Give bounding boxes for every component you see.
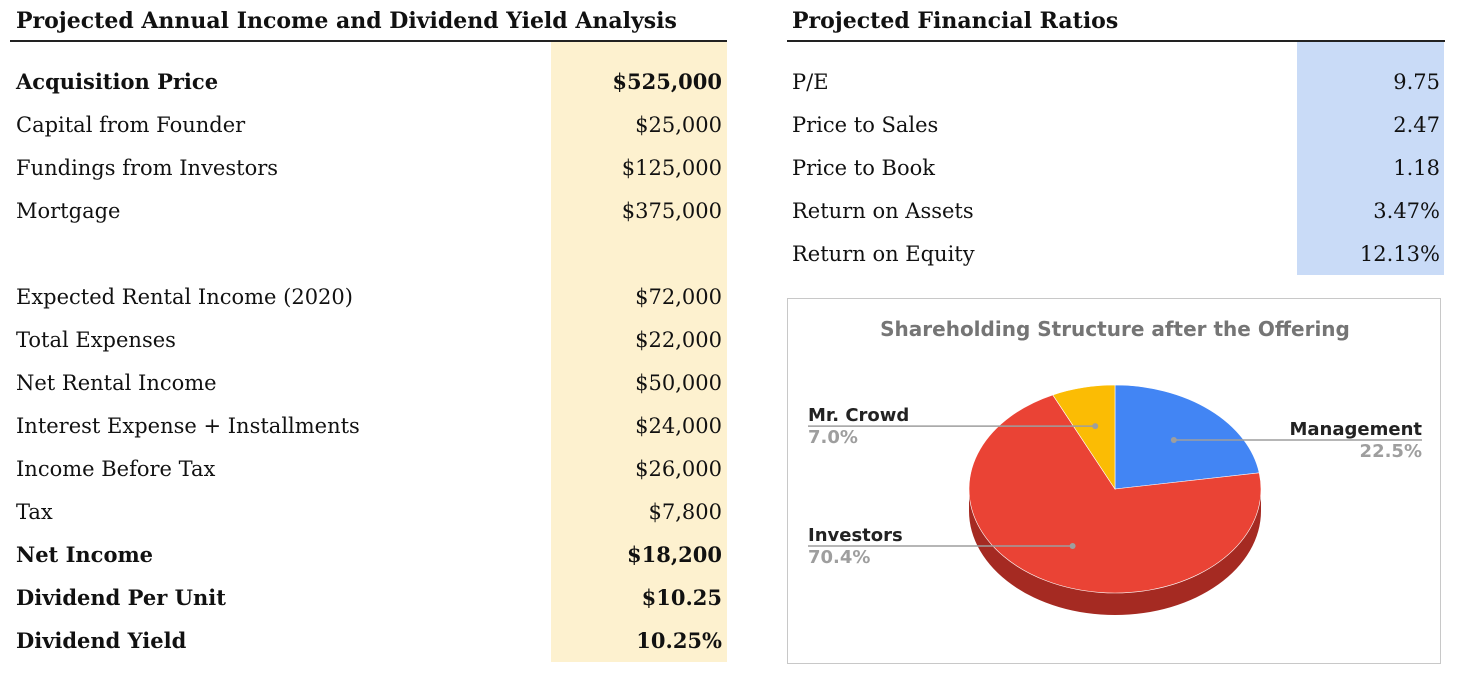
leader-dot xyxy=(1092,423,1099,430)
leader-dot xyxy=(1069,542,1076,549)
income-table-title: Projected Annual Income and Dividend Yie… xyxy=(16,8,677,34)
income-row-value: $25,000 xyxy=(635,112,722,137)
pie-slice-management xyxy=(1114,384,1260,490)
income-row: Capital from Founder $25,000 xyxy=(16,103,722,146)
income-row: Income Before Tax $26,000 xyxy=(16,447,722,490)
income-row-label: Mortgage xyxy=(16,198,121,223)
income-row: Fundings from Investors $125,000 xyxy=(16,146,722,189)
income-row-label: Income Before Tax xyxy=(16,456,216,481)
slice-label: Investors xyxy=(808,525,903,546)
income-row: Total Expenses $22,000 xyxy=(16,318,722,361)
ratio-row-label: Return on Assets xyxy=(792,198,974,223)
slice-percent: 7.0% xyxy=(808,427,858,448)
ratio-row: Return on Equity 12.13% xyxy=(792,232,1440,275)
slice-label: Mr. Crowd xyxy=(808,405,909,426)
income-row-value: $24,000 xyxy=(635,413,722,438)
ratio-row-label: Return on Equity xyxy=(792,241,975,266)
income-row-label: Fundings from Investors xyxy=(16,155,279,180)
ratio-row: P/E 9.75 xyxy=(792,60,1440,103)
pie-sides xyxy=(969,489,1261,615)
income-row-value: $7,800 xyxy=(648,499,722,524)
ratio-row-value: 2.47 xyxy=(1393,112,1440,137)
ratios-values-highlight xyxy=(1297,42,1444,275)
income-row: Dividend Per Unit $10.25 xyxy=(16,576,722,619)
ratios-table-title: Projected Financial Ratios xyxy=(792,8,1119,34)
pie-slice-investors xyxy=(968,394,1262,594)
pie-slice-side-investors xyxy=(969,489,1261,615)
slice-label: Management xyxy=(1290,419,1423,440)
income-row: Mortgage $375,000 xyxy=(16,189,722,232)
income-values-highlight xyxy=(551,42,727,662)
income-row-value: $22,000 xyxy=(635,327,722,352)
income-row: Net Income $18,200 xyxy=(16,533,722,576)
income-row-label: Net Income xyxy=(16,542,154,567)
income-row-label: Acquisition Price xyxy=(16,69,219,94)
income-row-label: Expected Rental Income (2020) xyxy=(16,284,353,309)
income-row-value: $72,000 xyxy=(635,284,722,309)
slice-percent: 70.4% xyxy=(808,547,870,568)
income-row-value: $50,000 xyxy=(635,370,722,395)
income-row-value: $125,000 xyxy=(621,155,722,180)
ratio-row-value: 3.47% xyxy=(1373,198,1440,223)
ratio-row-value: 9.75 xyxy=(1393,69,1440,94)
chart-title: Shareholding Structure after the Offerin… xyxy=(880,317,1350,341)
income-row-label: Capital from Founder xyxy=(16,112,246,137)
income-row-label: Net Rental Income xyxy=(16,370,217,395)
pie-top xyxy=(968,384,1262,594)
ratio-row-value: 12.13% xyxy=(1359,241,1440,266)
ratio-row: Return on Assets 3.47% xyxy=(792,189,1440,232)
income-row-label: Total Expenses xyxy=(16,327,176,352)
income-row: Acquisition Price $525,000 xyxy=(16,60,722,103)
leader-dot xyxy=(1170,436,1177,443)
income-row-value: $10.25 xyxy=(641,585,722,610)
income-row: Tax $7,800 xyxy=(16,490,722,533)
income-title-rule xyxy=(10,40,727,42)
income-row-value: 10.25% xyxy=(636,628,722,653)
income-row-label: Tax xyxy=(16,499,53,524)
ratios-title-rule xyxy=(787,40,1445,42)
income-row-label: Dividend Per Unit xyxy=(16,585,226,610)
ratio-row-label: Price to Book xyxy=(792,155,935,180)
pie-slice-mr-crowd xyxy=(1052,384,1116,490)
income-row-label: Interest Expense + Installments xyxy=(16,413,360,438)
income-row-value: $375,000 xyxy=(621,198,722,223)
income-row-value: $525,000 xyxy=(612,69,722,94)
income-row: Expected Rental Income (2020) $72,000 xyxy=(16,275,722,318)
income-row-value: $26,000 xyxy=(635,456,722,481)
slice-percent: 22.5% xyxy=(1360,441,1422,462)
income-row-label: Dividend Yield xyxy=(16,628,187,653)
ratio-row: Price to Sales 2.47 xyxy=(792,103,1440,146)
income-row: Interest Expense + Installments $24,000 xyxy=(16,404,722,447)
income-row: Dividend Yield 10.25% xyxy=(16,619,722,662)
ratio-row-label: P/E xyxy=(792,69,829,94)
income-row-value: $18,200 xyxy=(627,542,722,567)
income-row: Net Rental Income $50,000 xyxy=(16,361,722,404)
shareholding-pie-chart: Shareholding Structure after the Offerin… xyxy=(787,298,1441,664)
ratio-row: Price to Book 1.18 xyxy=(792,146,1440,189)
ratio-row-value: 1.18 xyxy=(1393,155,1440,180)
ratio-row-label: Price to Sales xyxy=(792,112,939,137)
